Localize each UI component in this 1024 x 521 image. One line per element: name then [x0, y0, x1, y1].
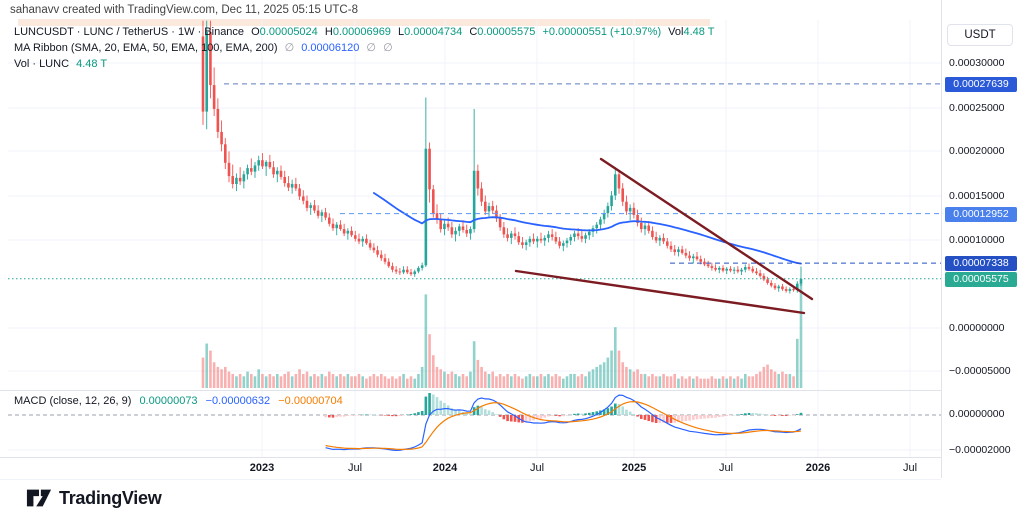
time-tick-label: 2024 — [432, 462, 458, 474]
time-axis[interactable]: 2023 Jul 2024 Jul 2025 Jul 2026 Jul — [0, 457, 941, 480]
vol-label: Vol — [668, 26, 684, 38]
price-tick-label: 0.00025000 — [949, 102, 1005, 114]
low-label: L — [398, 26, 405, 38]
macd-hist-value: 0.00000073 — [139, 395, 198, 407]
price-tick-label: −0.00005000 — [949, 365, 1011, 377]
ma-ribbon-legend-row[interactable]: MA Ribbon (SMA, 20, EMA, 50, EMA, 100, E… — [14, 41, 718, 56]
watermark: sahanavv created with TradingView.com, D… — [10, 4, 358, 16]
time-tick-label: 2023 — [249, 462, 275, 474]
close-value: 0.00005575 — [477, 26, 536, 38]
price-tick-label: 0.00000000 — [949, 322, 1005, 334]
macd-signal-line — [325, 400, 802, 450]
macd-line — [325, 394, 802, 452]
price-badge: 0.00005575 — [945, 271, 1017, 287]
tradingview-logo-text[interactable]: TradingView — [59, 487, 162, 508]
ma-ribbon-name: MA Ribbon (SMA, 20, EMA, 50, EMA, 100, E… — [14, 42, 278, 54]
macd-legend-row[interactable]: MACD (close, 12, 26, 9) 0.00000073 −0.00… — [14, 395, 348, 407]
macd-signal-value: −0.00000704 — [278, 395, 343, 407]
volume-indicator-name: Vol · LUNC — [14, 58, 70, 70]
time-tick-label: 2025 — [621, 462, 647, 474]
time-tick-label: Jul — [718, 462, 734, 474]
time-tick-label: Jul — [529, 462, 545, 474]
price-badge: 0.00007338 — [945, 255, 1017, 271]
price-tick-label: 0.00000000 — [949, 408, 1005, 420]
tradingview-footer: TradingView — [26, 486, 162, 510]
hidden-value-icon: ∅ — [383, 42, 393, 54]
change-value: +0.00000551 (+10.97%) — [542, 26, 662, 38]
highlight-band — [18, 19, 710, 26]
trendline — [599, 157, 814, 301]
price-chart-canvas[interactable] — [0, 0, 941, 458]
vol-value: 4.48 T — [683, 26, 715, 38]
price-badge: 0.00027639 — [945, 76, 1017, 92]
time-tick-label: Jul — [347, 462, 363, 474]
price-tick-label: 0.00030000 — [949, 57, 1005, 69]
volume-bars — [201, 283, 803, 388]
open-label: O — [251, 26, 260, 38]
macd-histogram — [324, 393, 803, 424]
price-tick-label: 0.00015000 — [949, 190, 1005, 202]
high-value: 0.00006969 — [332, 26, 391, 38]
time-tick-label: 2026 — [805, 462, 831, 474]
gridlines — [8, 20, 941, 457]
price-badge: 0.00012952 — [945, 206, 1017, 222]
currency-button[interactable]: USDT — [947, 24, 1013, 46]
hidden-value-icon: ∅ — [366, 42, 377, 54]
candles — [201, 20, 803, 294]
high-label: H — [324, 26, 333, 38]
time-tick-label: Jul — [902, 462, 918, 474]
tradingview-logo-icon[interactable] — [26, 486, 52, 510]
price-axis[interactable]: USDT 0.00030000 0.00025000 0.00020000 0.000… — [941, 0, 1024, 478]
symbol-legend-row[interactable]: LUNCUSDT · LUNC / TetherUS · 1W · Binanc… — [14, 25, 718, 40]
hidden-value-icon: ∅ — [284, 42, 295, 54]
price-tick-label: −0.00002000 — [949, 444, 1011, 456]
ma-ribbon-value: 0.00006120 — [301, 42, 360, 54]
macd-line-value: −0.00000632 — [205, 395, 271, 407]
macd-name: MACD (close, 12, 26, 9) — [14, 395, 132, 407]
price-tick-label: 0.00010000 — [949, 234, 1005, 246]
chart-legend: LUNCUSDT · LUNC / TetherUS · 1W · Binanc… — [14, 25, 718, 73]
price-tick-label: 0.00020000 — [949, 145, 1005, 157]
volume-indicator-value: 4.48 T — [76, 58, 108, 70]
low-value: 0.00004734 — [404, 26, 463, 38]
volume-legend-row[interactable]: Vol · LUNC 4.48 T — [14, 57, 718, 72]
ma-ribbon-line — [372, 192, 802, 265]
trendline — [514, 269, 806, 315]
open-value: 0.00005024 — [259, 26, 318, 38]
close-label: C — [469, 26, 478, 38]
symbol-title[interactable]: LUNCUSDT · LUNC / TetherUS · 1W · Binanc… — [14, 26, 245, 38]
